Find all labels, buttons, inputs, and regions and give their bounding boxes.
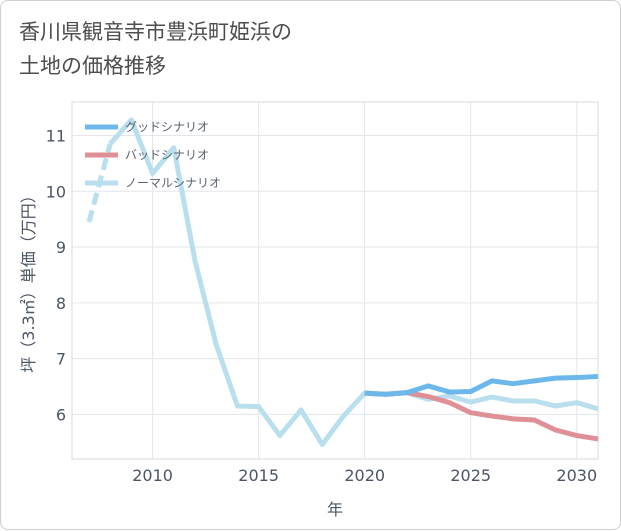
legend-item: グッドシナリオ: [85, 120, 209, 134]
series-line: [364, 373, 599, 397]
x-axis-title: 年: [327, 500, 343, 519]
legend-item: ノーマルシナリオ: [85, 176, 221, 190]
x-tick-label: 2030: [556, 466, 597, 485]
series-0: [364, 373, 599, 397]
legend-label: ノーマルシナリオ: [125, 176, 221, 190]
y-axis-title: 坪（3.3㎡）単価（万円）: [19, 187, 38, 372]
tick-labels: 2010 2015 2020 2025 2030 6 7 8 9 10 11: [46, 126, 598, 485]
legend-label: バッドシナリオ: [125, 148, 209, 162]
x-tick-label: 2015: [238, 466, 279, 485]
y-tick-label: 6: [56, 405, 66, 424]
series-line: [108, 117, 599, 447]
legend-item: バッドシナリオ: [85, 148, 209, 162]
y-tick-label: 9: [56, 238, 66, 257]
y-tick-label: 8: [56, 294, 66, 313]
x-tick-label: 2025: [450, 466, 491, 485]
y-tick-label: 10: [46, 182, 66, 201]
chart-title: 香川県観音寺市豊浜町姫浜の 土地の価格推移: [19, 20, 292, 78]
y-tick-label: 11: [46, 126, 66, 145]
y-tick-label: 7: [56, 350, 66, 369]
grid-lines: [72, 102, 598, 459]
x-tick-label: 2020: [344, 466, 385, 485]
x-tick-label: 2010: [132, 466, 173, 485]
legend-label: グッドシナリオ: [125, 120, 209, 134]
